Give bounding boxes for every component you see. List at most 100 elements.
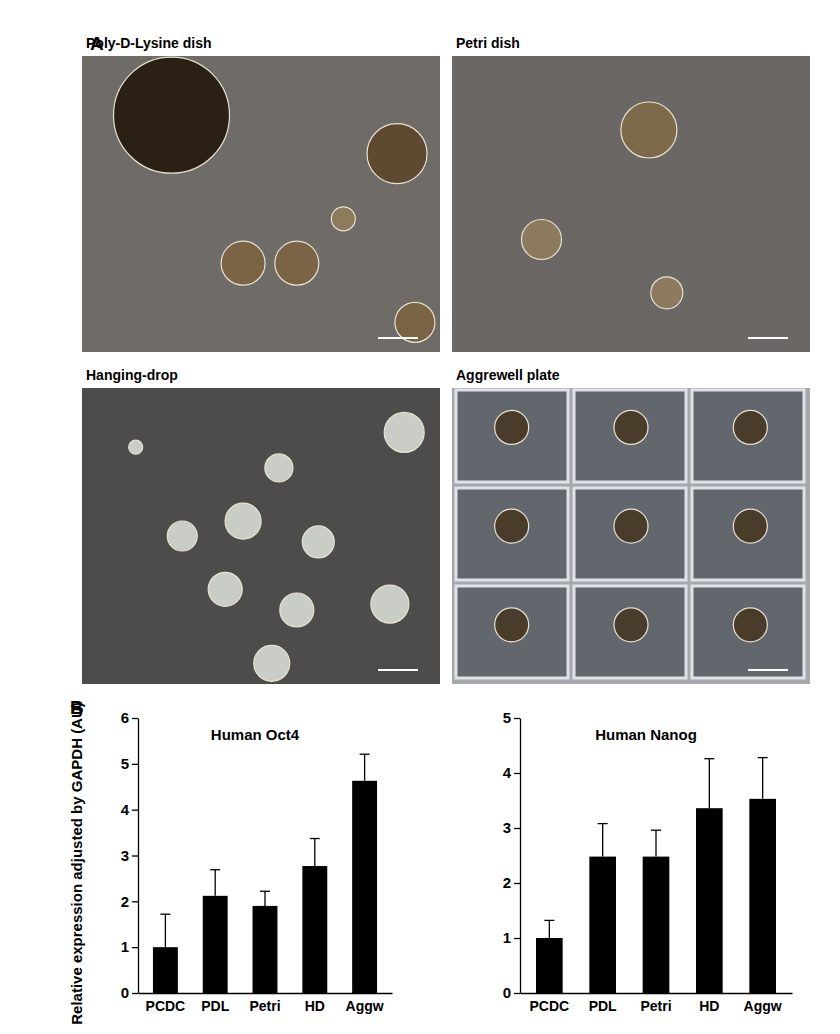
tick-label: Aggw [744,998,782,1014]
micrograph-background [82,388,440,684]
cell-aggregate [522,220,562,260]
micrograph-background [452,388,810,684]
x-tick: HD [305,998,325,1014]
scale-bar [748,669,788,671]
error-bar-stem [602,824,603,857]
y-axis-title: Relative expression adjusted by GAPDH (A… [68,702,85,1025]
cell-aggregate [621,102,677,158]
tick-label: Petri [640,998,671,1014]
cell-aggregate [733,410,767,444]
tick-label: 2 [503,874,511,891]
x-tick: Petri [249,998,280,1014]
error-bar-cap [310,838,320,839]
microwell [692,586,804,678]
tick-label: 6 [121,709,129,726]
error-bar-stem [762,758,763,799]
image-title: Poly-D-Lysine dish [86,35,212,51]
figure: APoly-D-Lysine dishPetri dishHanging-dro… [0,0,840,1034]
chart-title: Human Oct4 [211,726,300,743]
y-tick: 1 [121,938,138,955]
error-bar-stem [709,759,710,809]
cell-aggregate [733,608,767,642]
cell-aggregate [275,241,319,285]
tick-mark [132,947,138,948]
error-bar [160,914,170,947]
tick-label: 3 [121,847,129,864]
cell-aggregate [733,509,767,543]
axis-line [521,993,793,994]
error-bar-stem [364,754,365,781]
tick-mark [514,993,520,994]
bar [153,947,178,993]
error-bar-cap [210,869,220,870]
error-bar [758,758,768,799]
error-bar-cap [260,891,270,892]
bar [749,799,776,993]
scale-bar [378,669,418,671]
cell-aggregate [265,454,293,482]
chart-title: Human Nanog [595,726,697,743]
tick-label: PCDC [146,998,186,1014]
cell-aggregate [280,593,314,627]
image-title: Hanging-drop [86,367,178,383]
y-tick: 4 [503,764,520,781]
image-title: Aggrewell plate [456,367,560,383]
tick-label: PDL [589,998,617,1014]
y-tick: 5 [503,709,520,726]
cell-aggregate [495,410,529,444]
error-bar-stem [314,839,315,867]
error-bar [260,891,270,906]
x-tick: PDL [589,998,617,1014]
y-axis: 0123456 [121,709,139,1001]
cell-aggregate [495,509,529,543]
cell-aggregate [495,608,529,642]
cell-aggregate [384,412,424,452]
error-bar-cap [160,914,170,915]
tick-label: 4 [121,801,130,818]
bar [643,857,670,993]
y-axis: 0 1 2 3 4 5 [503,709,521,1001]
x-tick: Petri [640,998,671,1014]
tick-mark [132,764,138,765]
tick-label: 1 [503,929,511,946]
tick-label: HD [699,998,719,1014]
bars [536,758,776,993]
cell-aggregate [114,57,230,173]
microwell [692,488,804,580]
x-tick: PDL [201,998,229,1014]
error-bar [704,759,714,809]
bars [153,754,377,993]
tick-label: HD [305,998,325,1014]
bar [203,896,228,993]
y-tick: 0 [503,984,520,1001]
tick-label: 4 [503,764,512,781]
cell-aggregate [221,241,265,285]
bar [589,857,616,993]
microwell [456,488,568,580]
cell-aggregate [129,440,143,454]
cell-aggregate [614,608,648,642]
x-tick: Aggw [346,998,384,1014]
tick-mark [514,883,520,884]
cell-aggregate [302,526,334,558]
error-bar-cap [544,920,554,921]
error-bar [651,830,661,856]
error-bar-stem [264,891,265,906]
y-tick: 4 [121,801,138,818]
chart: 0123456PCDCPDLPetriHDAggwHuman Oct4Relat… [68,702,393,1025]
cell-aggregate [331,207,355,231]
tick-mark [514,773,520,774]
y-tick: 2 [121,893,138,910]
error-bar [310,839,320,867]
cell-aggregate [167,521,197,551]
tick-mark [514,718,520,719]
x-tick: PCDC [529,998,569,1014]
x-tick: PCDC [146,998,186,1014]
y-tick: 6 [121,709,138,726]
y-tick: 3 [503,819,520,836]
cell-aggregate [395,302,435,342]
chart: 0 1 2 3 4 5 PCDC PDL Petri HD Aggw Human Nanog [503,709,793,1014]
error-bar-cap [704,758,714,759]
tick-label: 2 [121,893,129,910]
error-bar-stem [165,914,166,947]
